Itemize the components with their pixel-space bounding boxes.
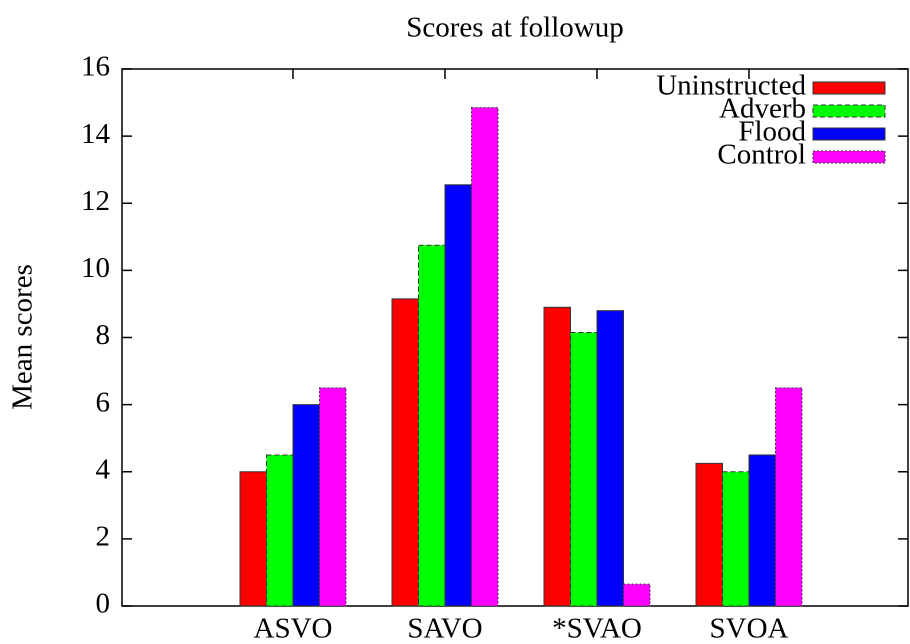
legend-swatch	[812, 127, 886, 141]
legend-swatch	[812, 104, 886, 118]
bar	[596, 310, 624, 607]
legend-label: Uninstructed	[656, 70, 806, 102]
bar	[292, 404, 320, 607]
y-tick-label: 14	[81, 118, 111, 150]
bar	[695, 462, 723, 607]
y-tick-label: 0	[96, 588, 111, 620]
y-tick-label: 4	[96, 453, 111, 485]
x-tick-label: SVOA	[710, 613, 789, 644]
y-tick-label: 8	[96, 319, 111, 351]
y-tick-label: 2	[96, 521, 111, 553]
x-tick-label: ASVO	[254, 613, 333, 644]
bar	[471, 107, 499, 607]
bar	[722, 471, 750, 607]
y-tick-label: 12	[81, 185, 110, 217]
y-tick-label: 16	[81, 51, 110, 83]
bar	[748, 454, 776, 607]
bar	[418, 244, 446, 607]
bar	[775, 387, 803, 607]
bar	[623, 583, 651, 607]
bar	[444, 184, 472, 607]
legend-swatch	[812, 81, 886, 95]
y-tick-label: 10	[81, 252, 110, 284]
chart-title: Scores at followup	[406, 12, 623, 44]
legend-label: Flood	[738, 116, 806, 148]
y-tick-label: 6	[96, 386, 111, 418]
legend-label: Control	[717, 139, 806, 171]
legend-label: Adverb	[719, 93, 806, 125]
y-axis-label: Mean scores	[7, 264, 39, 410]
legend-swatch	[812, 150, 886, 164]
bar	[239, 471, 267, 607]
x-tick-label: *SVAO	[552, 613, 642, 644]
bar	[543, 306, 571, 607]
bar	[570, 331, 598, 607]
bar	[319, 387, 347, 607]
bar	[391, 298, 419, 607]
x-tick-label: SAVO	[407, 613, 482, 644]
bar	[266, 454, 294, 607]
